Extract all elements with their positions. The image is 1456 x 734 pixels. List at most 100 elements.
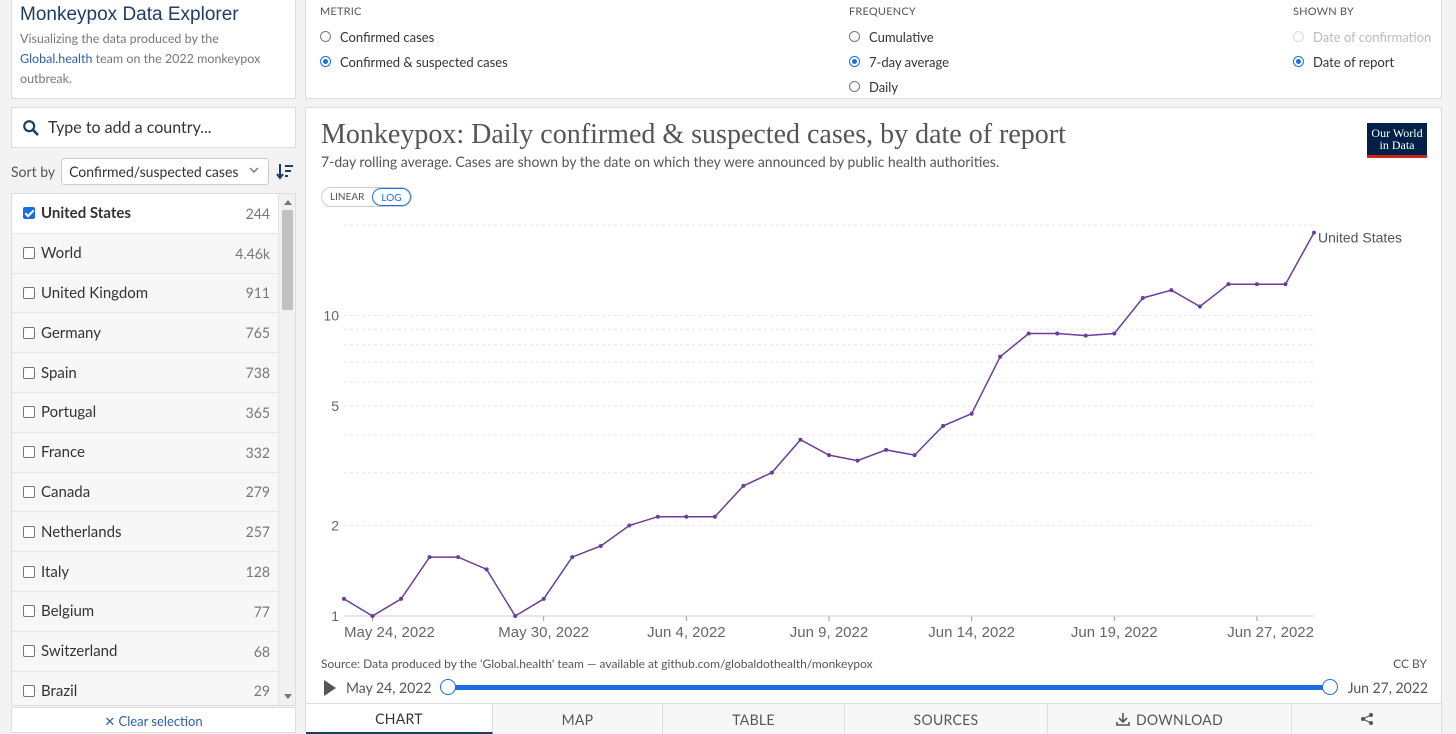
data-point — [712, 514, 717, 519]
clear-selection-button[interactable]: ✕ Clear selection — [11, 707, 296, 733]
country-item[interactable]: Netherlands 257 — [12, 512, 295, 553]
frequency-heading: FREQUENCY — [849, 5, 916, 18]
data-point — [998, 354, 1003, 359]
clear-selection-label: Clear selection — [118, 713, 203, 729]
country-item[interactable]: World 4.46k — [12, 233, 295, 274]
sort-select-value: Confirmed/suspected cases — [69, 162, 239, 180]
radio-button — [1293, 31, 1304, 42]
scale-log-button[interactable]: LOG — [372, 188, 411, 206]
country-checkbox[interactable] — [23, 446, 35, 459]
y-tick-label: 2 — [331, 518, 339, 534]
x-tick-label: May 24, 2022 — [344, 624, 435, 641]
description-text-end: team on the 2022 monkeypox outbreak. — [20, 51, 261, 86]
x-tick-label: May 30, 2022 — [498, 624, 589, 641]
country-checkbox[interactable] — [23, 525, 35, 538]
country-checkbox[interactable] — [23, 565, 35, 578]
country-item[interactable]: Belgium 77 — [12, 591, 295, 632]
country-name: Brazil — [41, 681, 78, 700]
country-checkbox[interactable] — [23, 247, 35, 260]
timeline-end-handle[interactable] — [1322, 679, 1338, 695]
chart-license[interactable]: CC BY — [1393, 656, 1427, 671]
data-point — [798, 437, 803, 442]
sort-order-icon[interactable] — [275, 161, 295, 181]
shown-by-option: Date of confirmation — [1293, 24, 1431, 49]
logo-line-1: Our World — [1371, 126, 1423, 140]
country-name: Netherlands — [41, 522, 122, 541]
radio-button[interactable] — [849, 56, 860, 67]
x-tick-label: Jun 27, 2022 — [1227, 624, 1314, 641]
scroll-up-icon[interactable] — [284, 200, 292, 205]
country-value: 244 — [245, 204, 270, 222]
country-name: Belgium — [41, 602, 95, 621]
country-item[interactable]: Switzerland 68 — [12, 631, 295, 672]
tab-table[interactable]: TABLE — [663, 704, 845, 734]
shown-by-option[interactable]: Date of report — [1293, 49, 1431, 74]
country-search-input[interactable]: Type to add a country... — [11, 107, 296, 148]
tab-share[interactable] — [1292, 704, 1441, 734]
data-point — [399, 596, 404, 601]
radio-label: Daily — [869, 78, 899, 95]
radio-button[interactable] — [849, 81, 860, 92]
timeline-start-handle[interactable] — [440, 679, 456, 695]
radio-button[interactable] — [1293, 56, 1304, 67]
timeline-end-date: Jun 27, 2022 — [1347, 679, 1428, 696]
country-item[interactable]: Italy 128 — [12, 552, 295, 592]
country-checkbox[interactable] — [23, 286, 35, 299]
description-text: Visualizing the data produced by the — [20, 31, 219, 46]
radio-label: Date of confirmation — [1313, 28, 1432, 45]
scale-linear-button[interactable]: LINEAR — [330, 191, 365, 203]
data-point — [741, 483, 746, 488]
country-checkbox[interactable] — [23, 406, 35, 419]
country-checkbox[interactable] — [23, 485, 35, 498]
radio-button[interactable] — [320, 56, 331, 67]
scale-toggle[interactable]: LINEAR LOG — [321, 187, 412, 207]
chart-title: Monkeypox: Daily confirmed & suspected c… — [321, 119, 1066, 150]
data-point — [456, 555, 461, 560]
data-point — [884, 447, 889, 452]
frequency-option[interactable]: 7-day average — [849, 49, 949, 74]
country-checkbox[interactable] — [23, 207, 35, 220]
radio-button[interactable] — [320, 31, 331, 42]
country-item[interactable]: United Kingdom 911 — [12, 273, 295, 314]
data-point — [541, 596, 546, 601]
x-tick-label: Jun 9, 2022 — [790, 624, 868, 641]
chart-card: Monkeypox: Daily confirmed & suspected c… — [305, 107, 1442, 734]
frequency-option[interactable]: Cumulative — [849, 24, 949, 49]
global-health-link[interactable]: Global.health — [20, 51, 93, 66]
frequency-option[interactable]: Daily — [849, 74, 949, 99]
data-point — [1312, 230, 1316, 235]
play-icon[interactable] — [324, 680, 336, 696]
search-icon — [23, 119, 39, 136]
country-checkbox[interactable] — [23, 645, 35, 658]
country-item[interactable]: Germany 765 — [12, 313, 295, 354]
country-checkbox[interactable] — [23, 366, 35, 379]
sort-label: Sort by — [11, 162, 56, 180]
tab-map[interactable]: MAP — [493, 704, 663, 734]
country-checkbox[interactable] — [23, 605, 35, 618]
country-list: United States 244 World 4.46k United Kingdom… — [11, 193, 296, 706]
country-checkbox[interactable] — [23, 684, 35, 697]
country-item[interactable]: Brazil 29 — [12, 671, 295, 705]
country-checkbox[interactable] — [23, 326, 35, 339]
radio-label: 7-day average — [869, 53, 949, 70]
scroll-down-icon[interactable] — [284, 694, 292, 699]
country-item[interactable]: Spain 738 — [12, 353, 295, 393]
data-point — [427, 555, 432, 560]
sort-select[interactable]: Confirmed/suspected cases — [61, 157, 270, 185]
data-point — [684, 514, 689, 519]
country-item[interactable]: United States 244 — [12, 194, 295, 234]
country-item[interactable]: Portugal 365 — [12, 392, 295, 433]
scroll-thumb[interactable] — [282, 210, 293, 310]
country-item[interactable]: Canada 279 — [12, 472, 295, 513]
tab-chart[interactable]: CHART — [306, 704, 493, 734]
metric-option[interactable]: Confirmed & suspected cases — [320, 49, 508, 74]
explorer-header: Monkeypox Data Explorer Visualizing the … — [11, 0, 296, 99]
timeline-track[interactable] — [448, 685, 1330, 690]
owid-logo[interactable]: Our World in Data — [1367, 123, 1427, 158]
country-list-scrollbar[interactable] — [278, 194, 295, 705]
country-item[interactable]: France 332 — [12, 432, 295, 473]
tab-download[interactable]: DOWNLOAD — [1048, 704, 1292, 734]
radio-button[interactable] — [849, 31, 860, 42]
tab-sources[interactable]: SOURCES — [845, 704, 1048, 734]
metric-option[interactable]: Confirmed cases — [320, 24, 508, 49]
